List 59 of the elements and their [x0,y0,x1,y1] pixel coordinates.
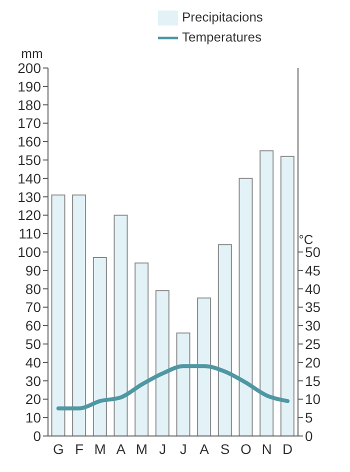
y-tick-label: 170 [18,115,42,132]
y2-tick-label: 30 [305,318,321,334]
y2-tick-label: 5 [305,410,313,426]
y2-tick-label: 0 [305,428,313,444]
x-tick-label: D [282,440,293,457]
y-tick-label: 70 [25,299,42,316]
x-tick-label: F [74,440,84,457]
x-tick-label: N [262,440,272,457]
x-tick-label: J [159,440,166,457]
y-axis-title: mm [21,46,43,61]
bar [114,214,128,436]
bar [280,156,294,436]
y-tick-label: 140 [18,170,42,186]
bar [92,257,107,436]
x-tick-label: G [52,440,64,457]
y-tick-label: 190 [18,78,42,94]
y-tick-label: 40 [25,354,42,370]
y-tick-label: 30 [25,372,42,389]
y-tick-label: 200 [18,60,42,76]
y-tick-label: 20 [25,391,42,408]
y2-tick-label: 25 [305,336,321,352]
y-tick-label: 130 [18,188,42,205]
bar [176,332,190,436]
bar [51,194,66,436]
y-tick-label: 160 [18,134,42,150]
y-tick-label: 150 [18,152,42,168]
y-tick-label: 100 [18,244,42,260]
bar [155,290,170,436]
bar [238,178,253,436]
y-tick-label: 90 [25,262,42,278]
bar [218,244,232,436]
y2-tick-label: 20 [305,354,321,370]
bar [260,150,274,436]
x-tick-label: M [136,440,148,457]
line-series [56,364,290,410]
x-tick-label: M [94,440,106,457]
x-tick-label: S [220,440,230,457]
bar [197,298,212,436]
bar [72,194,86,436]
y-tick-label: 60 [25,318,42,334]
y-tick-label: 10 [25,410,42,426]
x-tick-label: A [116,440,126,457]
x-tick-label: J [180,440,187,457]
y2-tick-label: 10 [305,391,321,408]
y-tick-label: 0 [33,428,42,444]
y-tick-label: 80 [25,280,42,297]
bar [134,262,149,436]
y2-tick-label: 35 [305,299,321,316]
y2-tick-label: 40 [305,280,321,297]
y2-tick-label: 15 [305,372,321,389]
y-tick-label: 180 [18,96,42,113]
y-tick-label: 120 [18,207,42,224]
y-tick-label: 110 [18,226,42,242]
legend-label: Temperatures [182,29,262,44]
y2-tick-label: 45 [305,262,321,278]
x-tick-label: O [240,440,252,457]
x-tick-label: A [200,440,210,457]
legend-label: Precipitacions [182,9,263,24]
y-tick-label: 50 [25,336,42,352]
